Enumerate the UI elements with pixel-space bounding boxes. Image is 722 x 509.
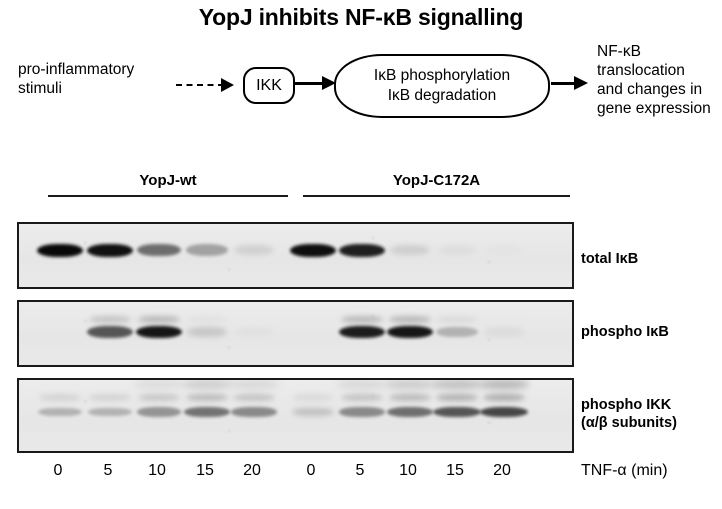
kappa-glyph: κ xyxy=(382,4,396,30)
blot-band xyxy=(88,407,132,417)
blot-ghost-band xyxy=(436,394,478,401)
blot-ghost-band xyxy=(292,394,334,401)
blot-band xyxy=(484,327,524,337)
page-title-post: B signalling xyxy=(395,4,524,30)
axis-caption: TNF-α (min) xyxy=(581,462,668,479)
blot-band xyxy=(433,407,481,417)
arrow-line xyxy=(551,82,577,85)
blot-band xyxy=(136,407,182,417)
dashed-arrow-head xyxy=(221,78,234,92)
blot-band xyxy=(183,407,231,417)
blot-ghost-band xyxy=(138,316,180,323)
time-tick-label: 5 xyxy=(103,462,113,479)
blot-band xyxy=(231,407,277,417)
time-tick-label: 15 xyxy=(196,462,214,479)
arrow-ikb-to-outcome-icon xyxy=(551,76,593,91)
blot-band xyxy=(87,326,133,338)
dashed-arrow-line xyxy=(176,84,224,86)
blot-ghost-band xyxy=(341,394,383,401)
ikk-node-label: IKK xyxy=(256,76,282,94)
blot-band xyxy=(339,326,385,338)
blot-band xyxy=(339,243,385,257)
blot-panel-phospho-ikk xyxy=(17,378,574,453)
blot-band xyxy=(387,326,433,338)
blot-band xyxy=(437,245,477,255)
outcome-label: NF-κB translocation and changes in gene … xyxy=(597,43,711,117)
blot-band xyxy=(136,243,182,257)
stimuli-label: pro-inflammatory stimuli xyxy=(18,61,135,97)
blot-panel-phospho-ikb xyxy=(17,300,574,367)
time-axis: TNF-α (min) 0 5 10 15 20 0 5 10 15 20 xyxy=(0,462,722,488)
blot-band xyxy=(291,407,335,417)
time-tick-label: 20 xyxy=(243,462,261,479)
dashed-arrow-icon xyxy=(176,78,238,92)
blot-ghost-band xyxy=(483,316,525,323)
blot-label-phospho-ikk: phospho IKK (α/β subunits) xyxy=(581,397,677,431)
group-underline xyxy=(303,195,570,198)
blot-ghost-band xyxy=(138,394,180,401)
blot-ghost-band xyxy=(186,316,228,323)
blot-band xyxy=(484,245,524,255)
time-tick-label: 10 xyxy=(148,462,166,479)
blot-band xyxy=(390,244,430,256)
blot-band xyxy=(186,327,228,337)
blot-band xyxy=(38,407,82,417)
arrow-ikk-to-ikb-icon xyxy=(295,76,337,91)
time-tick-label: 0 xyxy=(53,462,63,479)
ikb-node-line-2: IκB degradation xyxy=(387,87,497,104)
time-tick-label: 10 xyxy=(399,462,417,479)
time-tick-label: 15 xyxy=(446,462,464,479)
time-tick-label: 0 xyxy=(306,462,316,479)
blot-ghost-band xyxy=(341,316,383,323)
time-tick-label: 20 xyxy=(493,462,511,479)
time-tick-label: 5 xyxy=(355,462,365,479)
ikk-node: IKK xyxy=(243,67,295,104)
blot-top-smear xyxy=(182,380,232,389)
page-title: YopJ inhibits NF-κB signalling xyxy=(0,4,722,31)
blot-label-phospho-ikb: phospho IκB xyxy=(581,324,669,340)
group-label: YopJ-C172A xyxy=(392,172,481,189)
blot-band xyxy=(185,244,229,256)
blot-band xyxy=(339,407,385,417)
group-yopj-c172a: YopJ-C172A xyxy=(303,172,570,198)
blot-ghost-band xyxy=(233,394,275,401)
pathway-diagram: pro-inflammatory stimuli IKK IκB phospho… xyxy=(0,43,722,144)
group-underline xyxy=(48,195,288,198)
blot-band xyxy=(234,327,274,337)
blot-ghost-band xyxy=(389,394,431,401)
ikb-node-line-1: IκB phosphorylation xyxy=(373,67,511,84)
blot-ghost-band xyxy=(436,316,478,323)
blot-band xyxy=(480,407,528,417)
blot-band xyxy=(290,243,336,257)
blot-top-smear xyxy=(337,380,387,389)
blot-ghost-band xyxy=(186,394,228,401)
blot-ghost-band xyxy=(89,316,131,323)
blot-band xyxy=(37,243,83,257)
ikb-node: IκB phosphorylation IκB degradation xyxy=(334,54,550,118)
blot-top-smear xyxy=(134,380,184,389)
arrow-head xyxy=(322,76,336,90)
group-headers: YopJ-wt YopJ-C172A xyxy=(0,172,722,212)
arrow-head xyxy=(574,76,588,90)
group-yopj-wt: YopJ-wt xyxy=(48,172,288,198)
blot-ghost-band xyxy=(389,316,431,323)
blot-band xyxy=(436,326,478,338)
blot-ghost-band xyxy=(483,394,525,401)
arrow-line xyxy=(295,82,325,85)
blot-panel-total-ikb xyxy=(17,222,574,289)
blot-top-smear xyxy=(229,380,279,389)
blot-top-smear xyxy=(479,380,529,389)
page-title-pre: YopJ inhibits NF- xyxy=(198,4,383,30)
group-label: YopJ-wt xyxy=(139,172,197,189)
blot-band xyxy=(386,407,434,417)
blot-band xyxy=(234,244,274,256)
blot-ghost-band xyxy=(89,394,131,401)
blot-label-total-ikb: total IκB xyxy=(581,251,639,267)
blot-band xyxy=(136,326,182,338)
blot-band xyxy=(87,243,133,257)
blot-ghost-band xyxy=(39,394,81,401)
blot-top-smear xyxy=(385,380,435,389)
blot-top-smear xyxy=(432,380,482,389)
